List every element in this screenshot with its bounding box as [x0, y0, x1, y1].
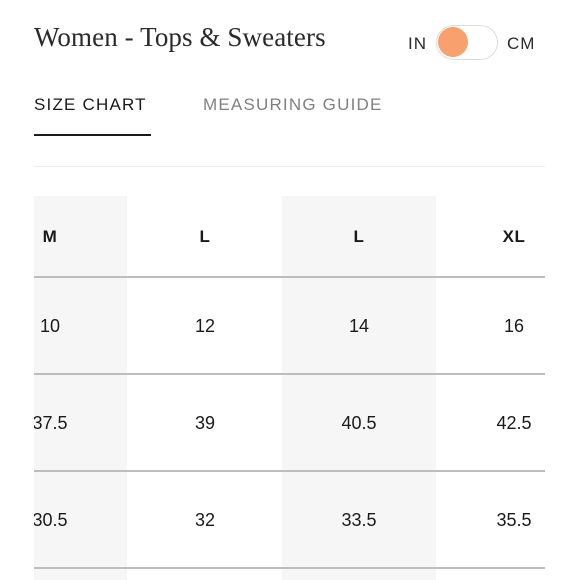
tab-size-chart[interactable]: SIZE CHART — [34, 95, 147, 114]
row-divider — [34, 567, 545, 569]
column-shade — [34, 196, 127, 580]
table-cell: 30.5 — [34, 510, 68, 530]
unit-toggle[interactable] — [436, 25, 498, 60]
table-cell: 42.5 — [496, 413, 532, 433]
page-title: Women - Tops & Sweaters — [34, 22, 326, 52]
size-header-cell: L — [199, 227, 211, 246]
row-divider — [34, 276, 545, 278]
row-divider — [34, 470, 545, 472]
unit-cm-label: CM — [507, 34, 536, 53]
table-cell: 14 — [348, 316, 370, 336]
table-cell: 16 — [503, 316, 525, 336]
size-header-cell: XL — [502, 227, 526, 246]
row-divider — [34, 373, 545, 375]
table-cell: 12 — [194, 316, 216, 336]
table-cell: 40.5 — [341, 413, 377, 433]
table-cell: 33.5 — [341, 510, 377, 530]
size-chart-table: M L L XL 10 12 14 16 37.5 39 40.5 42.5 3… — [34, 196, 545, 580]
size-header-cell: L — [353, 227, 365, 246]
table-cell: 10 — [39, 316, 61, 336]
tab-measuring-guide[interactable]: MEASURING GUIDE — [203, 95, 383, 114]
table-cell: 39 — [194, 413, 216, 433]
column-shade — [282, 196, 436, 580]
header-divider — [34, 166, 545, 167]
toggle-knob — [438, 27, 468, 57]
active-tab-indicator — [34, 134, 151, 136]
table-cell: 37.5 — [34, 413, 68, 433]
size-header-cell: M — [42, 227, 58, 246]
table-cell: 35.5 — [496, 510, 532, 530]
table-cell: 32 — [194, 510, 216, 530]
unit-in-label: IN — [408, 34, 427, 53]
